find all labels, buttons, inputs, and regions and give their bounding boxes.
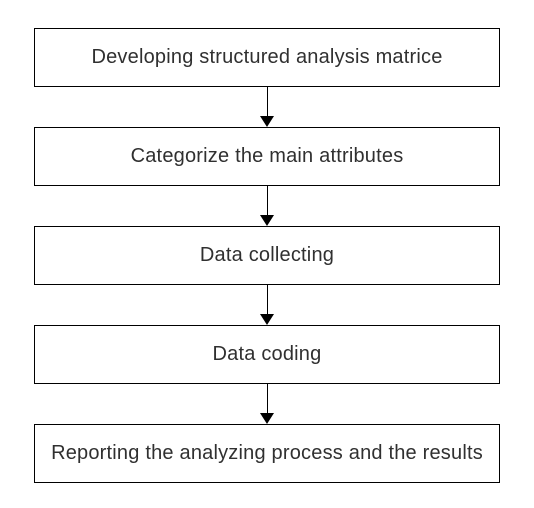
arrow-head-icon xyxy=(260,116,274,127)
flow-node-1-label: Developing structured analysis matrice xyxy=(91,45,442,70)
arrow-shaft xyxy=(267,87,268,117)
flow-node-2: Categorize the main attributes xyxy=(34,127,500,186)
flow-node-3-label: Data collecting xyxy=(200,243,334,268)
flow-node-5: Reporting the analyzing process and the … xyxy=(34,424,500,483)
arrow-shaft xyxy=(267,384,268,414)
flow-arrow-3-4 xyxy=(260,285,274,325)
arrow-head-icon xyxy=(260,314,274,325)
flow-arrow-4-5 xyxy=(260,384,274,424)
flow-arrow-1-2 xyxy=(260,87,274,127)
diagram-canvas: Developing structured analysis matrice C… xyxy=(0,0,534,508)
arrow-head-icon xyxy=(260,215,274,226)
flow-node-4-label: Data coding xyxy=(213,342,322,367)
arrow-head-icon xyxy=(260,413,274,424)
flow-node-1: Developing structured analysis matrice xyxy=(34,28,500,87)
flow-node-2-label: Categorize the main attributes xyxy=(131,144,404,169)
flow-node-4: Data coding xyxy=(34,325,500,384)
flow-node-3: Data collecting xyxy=(34,226,500,285)
flow-arrow-2-3 xyxy=(260,186,274,226)
flow-node-5-label: Reporting the analyzing process and the … xyxy=(51,441,483,466)
arrow-shaft xyxy=(267,285,268,315)
arrow-shaft xyxy=(267,186,268,216)
flowchart: Developing structured analysis matrice C… xyxy=(34,28,500,483)
